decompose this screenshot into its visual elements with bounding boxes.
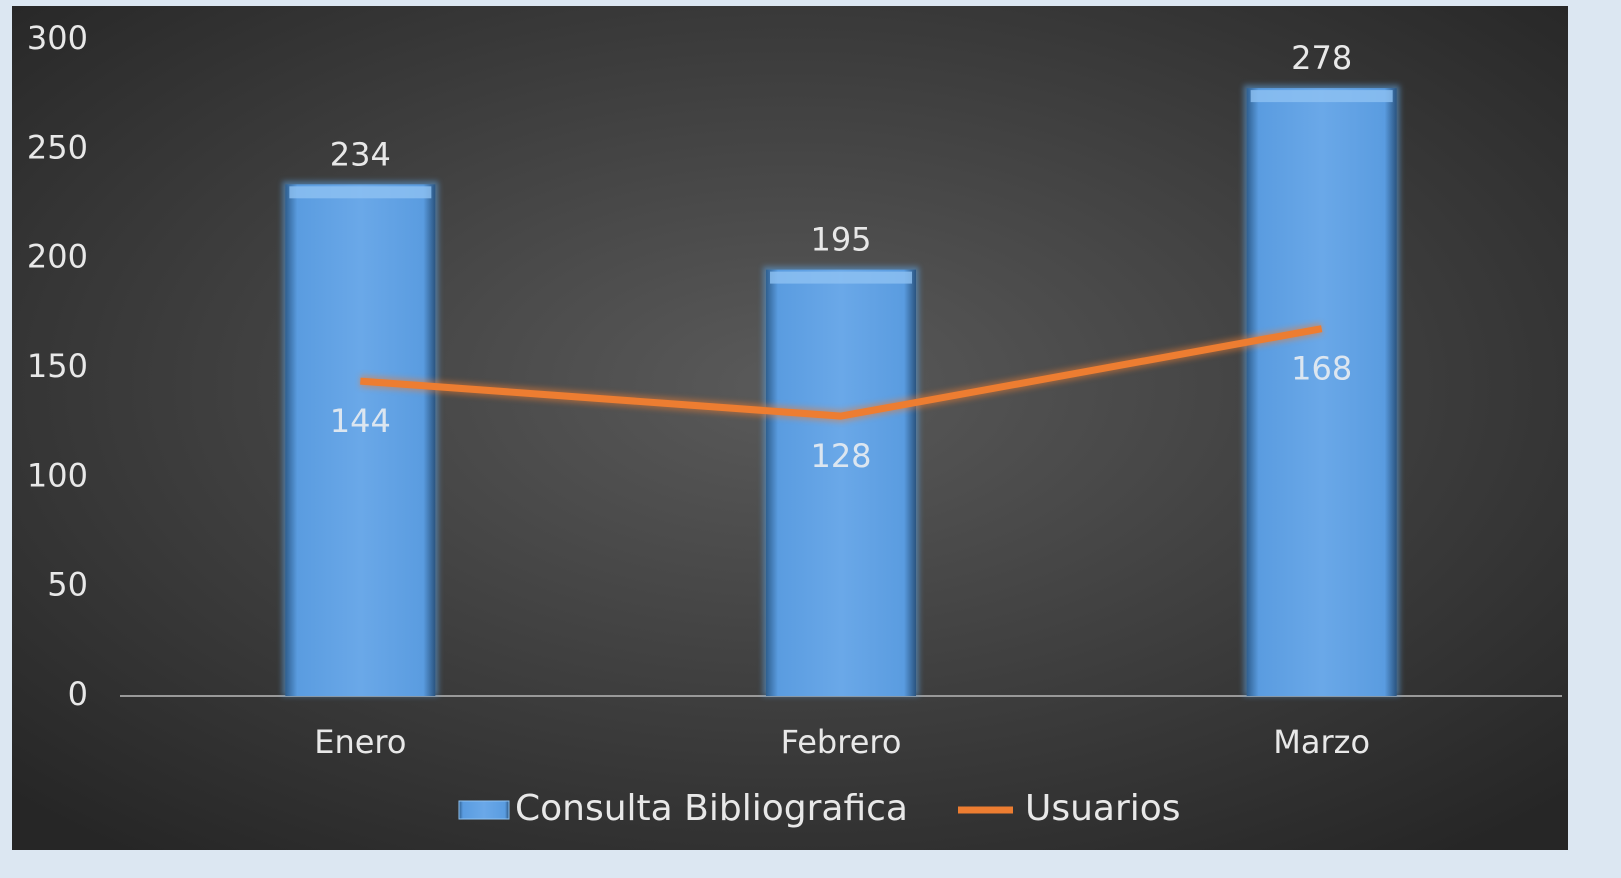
data-label: 128 [810,437,871,475]
data-label: 168 [1291,350,1352,388]
data-label: 234 [330,135,391,173]
legend-label: Usuarios [1025,788,1181,829]
line [360,325,1323,420]
y-tick-label: 250 [27,128,88,166]
y-tick-label: 50 [47,566,88,604]
data-label: 144 [330,402,391,440]
bar [1246,88,1397,696]
bar [766,269,916,696]
data-label: 278 [1291,39,1352,77]
y-tick-label: 150 [27,347,88,385]
y-tick-label: 300 [27,19,88,57]
legend-swatch [458,800,510,820]
y-tick-label: 0 [68,675,88,713]
bar [285,184,436,696]
bar-bevel [1250,90,1393,103]
bar-bevel [770,271,912,284]
x-tick-label: Enero [314,723,406,761]
y-tick-label: 100 [27,456,88,494]
data-label: 195 [810,221,871,259]
x-tick-label: Febrero [781,723,902,761]
y-tick-label: 200 [27,238,88,276]
bar-bevel [289,186,432,199]
x-tick-label: Marzo [1273,723,1370,761]
legend-label: Consulta Bibliografica [515,788,908,829]
